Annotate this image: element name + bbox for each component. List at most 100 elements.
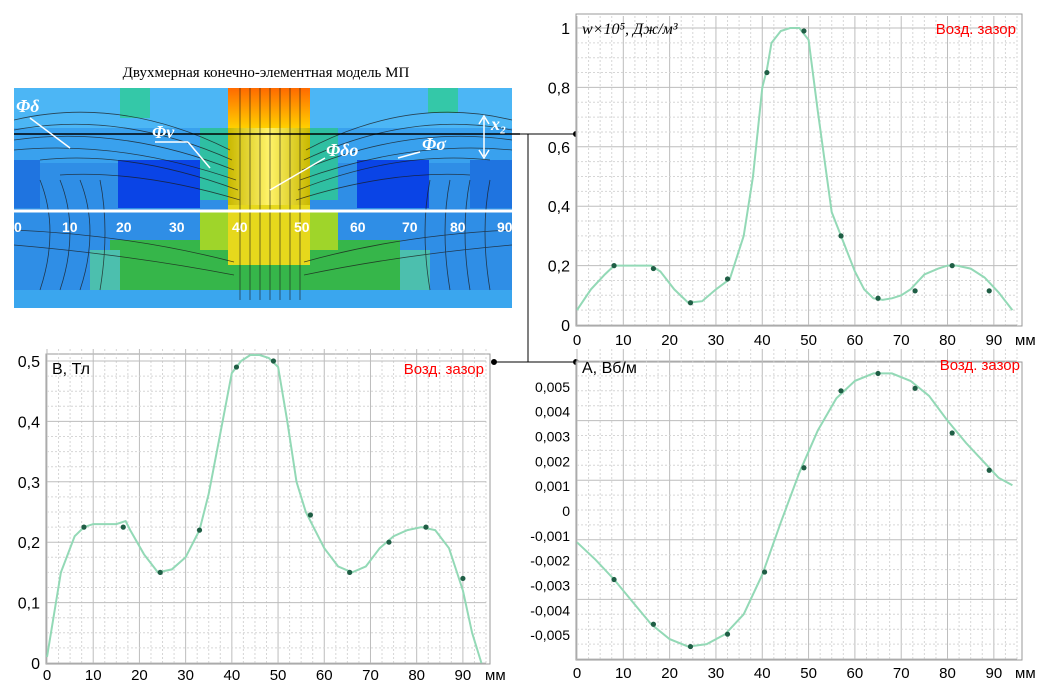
data-point	[949, 430, 955, 436]
x-tick-label: 0	[573, 332, 581, 349]
linking-lines	[491, 131, 579, 365]
y-tick-label: 0,004	[535, 404, 570, 420]
data-point	[724, 631, 731, 637]
x-tick-label: 40	[754, 332, 771, 349]
grid	[46, 349, 487, 664]
scale-tick: 60	[350, 219, 366, 235]
x-tick-label: 50	[800, 332, 817, 349]
data-point	[460, 575, 466, 582]
data-point	[386, 539, 392, 545]
fe-model-title: Двухмерная конечно-элементная модель МП	[123, 65, 410, 81]
y-tick-label: 0	[562, 503, 570, 519]
data-point	[838, 233, 844, 239]
y-axis-ticks: -0,005 -0,004 -0,003 -0,002 -0,001 0 0,001 0,00…	[530, 379, 570, 643]
x-tick-label: 30	[708, 665, 725, 682]
scale-tick: 80	[450, 219, 466, 235]
label-phi-sigma: Φσ	[422, 134, 447, 154]
plot-frame	[45, 353, 491, 665]
y-tick-label: 0,3	[18, 475, 40, 492]
data-point	[120, 524, 126, 530]
x-tick-label: 20	[131, 667, 148, 682]
data-point	[687, 643, 694, 650]
x-tick-label: 30	[708, 332, 725, 349]
y-tick-label: -0,005	[530, 627, 570, 643]
y-tick-label: 0,4	[548, 199, 570, 216]
x-tick-label: 0	[43, 667, 51, 682]
label-phi-delta0: Φδо	[326, 140, 358, 160]
y-axis-label: B, Тл	[52, 361, 90, 378]
fe-model-scale: 0 10 20 30 40 50 60 70 80 90	[14, 219, 513, 235]
data-point	[650, 265, 657, 272]
data-point	[764, 69, 770, 76]
fe-model-field-picture	[14, 88, 520, 308]
y-tick-label: -0,001	[530, 528, 570, 544]
y-tick-label: -0,004	[530, 602, 570, 618]
x-tick-label: 10	[615, 665, 632, 682]
fe-model: Двухмерная конечно-элементная модель МП	[14, 65, 520, 308]
data-point	[875, 295, 881, 301]
scale-tick: 90	[497, 219, 513, 235]
air-gap-badge: Возд. зазор	[936, 21, 1016, 38]
data-point	[838, 388, 844, 394]
chart-induction: 0 0,1 0,2 0,3 0,4 0,5 0 10 20 30 40 50 60 70 80 90 B, …	[18, 349, 506, 682]
y-tick-label: 0,4	[18, 414, 40, 431]
y-tick-label: 0,5	[18, 354, 40, 371]
x-axis-ticks: 0 10 20 30 40 50 60 70 80 90	[573, 665, 1002, 682]
energy-markers	[611, 28, 992, 306]
y-tick-label: 0,1	[18, 596, 40, 613]
induction-markers	[81, 358, 466, 582]
scale-tick: 50	[294, 219, 310, 235]
air-gap-badge: Возд. зазор	[404, 361, 484, 378]
grid	[576, 349, 1018, 660]
y-tick-label: 0,005	[535, 379, 570, 395]
x-tick-label: 60	[847, 332, 864, 349]
scale-tick: 10	[62, 219, 78, 235]
data-point	[347, 569, 353, 576]
x-tick-label: 50	[800, 665, 817, 682]
x-tick-label: 10	[615, 332, 632, 349]
y-axis-label: w×10⁵, Дж/м³	[582, 21, 678, 38]
scale-tick: 30	[169, 219, 185, 235]
potential-markers	[611, 370, 992, 650]
y-tick-label: 0	[561, 318, 570, 335]
x-tick-label: 20	[661, 665, 678, 682]
y-tick-label: 0,2	[18, 535, 40, 552]
y-tick-label: 0,002	[535, 453, 570, 469]
data-point	[986, 467, 992, 473]
y-tick-label: 0,001	[535, 478, 570, 494]
x-tick-label: 70	[893, 332, 910, 349]
data-point	[423, 524, 429, 530]
y-tick-label: 0,2	[548, 259, 570, 276]
x-axis-unit: мм	[1015, 332, 1036, 349]
data-point	[986, 288, 992, 294]
x-axis-unit: мм	[485, 667, 506, 682]
x-tick-label: 60	[847, 665, 864, 682]
y-tick-label: 0,6	[548, 140, 570, 157]
x-tick-label: 70	[362, 667, 379, 682]
y-axis-label: A, Вб/м	[582, 360, 637, 377]
x-tick-label: 40	[754, 665, 771, 682]
x-tick-label: 40	[223, 667, 240, 682]
air-gap-badge: Возд. зазор	[940, 357, 1020, 374]
scale-tick: 40	[232, 219, 248, 235]
data-point	[611, 263, 617, 269]
data-point	[81, 524, 87, 530]
data-point	[270, 358, 277, 364]
y-tick-label: 1	[561, 21, 570, 38]
data-point	[912, 385, 918, 391]
data-point	[724, 276, 731, 282]
x-tick-label: 70	[893, 665, 910, 682]
data-point	[196, 527, 203, 533]
data-point	[687, 300, 694, 306]
label-phi-v: Φv	[152, 122, 175, 142]
data-point	[157, 569, 163, 576]
data-point	[801, 28, 807, 34]
data-point	[801, 465, 807, 471]
x-tick-label: 90	[455, 667, 472, 682]
data-point	[912, 288, 918, 294]
x-tick-label: 80	[939, 665, 956, 682]
y-tick-label: -0,002	[530, 553, 570, 569]
data-point	[233, 364, 240, 370]
scale-tick: 20	[116, 219, 132, 235]
